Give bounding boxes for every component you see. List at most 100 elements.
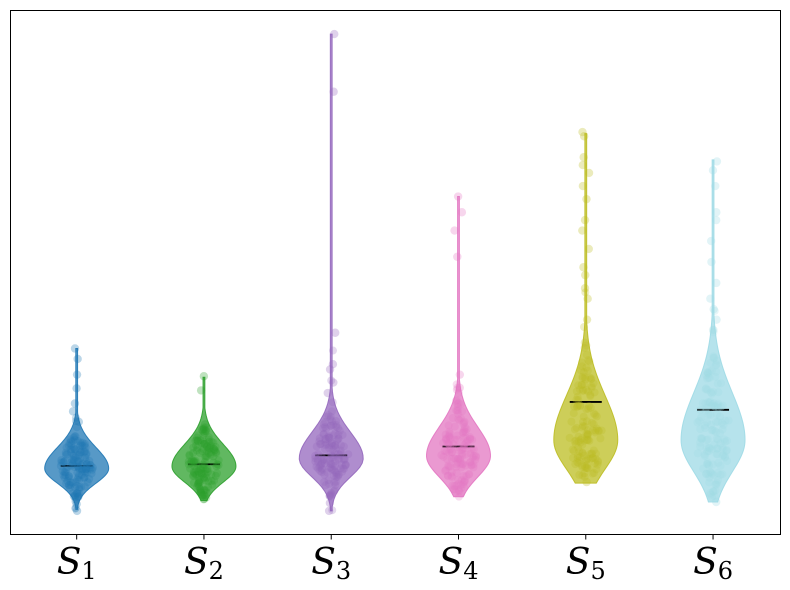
data-point [706,358,715,367]
data-point [592,449,600,458]
outlier-point [68,407,78,416]
data-point [572,436,581,445]
data-point [196,464,205,473]
data-point [69,451,78,460]
data-point [67,455,76,464]
data-point [582,363,591,372]
data-point [76,438,85,447]
data-point [85,456,94,465]
data-point [577,380,586,389]
data-point [198,460,207,469]
data-point [582,435,591,444]
data-point [75,445,84,454]
data-point [458,444,467,453]
data-point [61,468,70,477]
data-point [578,417,587,426]
data-point [191,470,200,479]
data-point [446,462,455,471]
data-point [465,433,474,442]
data-point [594,458,603,467]
data-point [74,492,83,501]
data-point [586,403,595,412]
data-point [317,459,326,468]
data-point [66,445,75,454]
data-point [571,460,580,469]
data-point [578,423,587,432]
data-point [711,486,720,495]
data-point [327,490,336,499]
outlier-point [325,365,335,374]
data-point [205,444,214,453]
data-point [589,409,598,418]
outlier-point [72,384,81,393]
outlier-point [583,294,592,303]
data-point [209,438,218,447]
data-point [580,436,589,445]
data-point [454,492,463,501]
data-point [446,435,455,444]
outlier-point [578,181,588,191]
data-point [696,438,705,447]
data-point [452,462,461,471]
data-point [709,352,718,361]
data-point [696,442,705,451]
data-point [588,454,597,463]
data-point [454,486,463,495]
data-point [324,476,333,485]
data-point [707,492,716,501]
data-point [568,445,577,454]
data-point [707,389,716,398]
data-point [64,441,73,450]
data-point [468,453,477,462]
outlier-point [455,370,465,379]
data-point [201,427,210,436]
data-point [333,436,341,445]
data-point [208,480,217,489]
data-point [206,450,215,459]
data-point [443,455,452,464]
data-point [317,468,326,477]
data-point [334,450,343,459]
data-point [204,435,213,444]
data-point [710,402,719,411]
data-point [706,489,715,498]
data-point [583,436,592,445]
data-point [213,460,222,469]
data-point [212,462,221,471]
data-point [331,480,340,489]
data-point [574,437,583,446]
data-point [64,472,73,481]
data-point [71,504,80,513]
data-point [714,458,723,467]
data-point [721,416,730,425]
data-point [459,471,468,480]
data-point [81,447,90,456]
data-point [578,463,587,472]
data-point [56,461,65,470]
data-point [700,421,709,430]
data-point [578,461,587,470]
data-point [341,461,350,470]
data-point [212,448,221,457]
data-point [314,464,323,473]
data-point [719,451,728,460]
data-point [578,471,587,480]
data-point [582,464,591,473]
data-point [334,430,343,439]
data-point [193,443,202,452]
outlier-point [707,257,716,267]
data-point [709,387,718,396]
data-point [592,424,601,433]
data-point [203,465,212,473]
data-point [192,465,201,474]
data-point [722,446,731,455]
data-point [697,413,706,422]
data-point [720,435,729,444]
data-point [579,386,588,395]
data-point [445,429,454,438]
data-point [707,366,716,375]
data-point [70,456,79,465]
data-point [447,454,456,463]
data-point [78,466,87,475]
data-point [202,425,211,434]
